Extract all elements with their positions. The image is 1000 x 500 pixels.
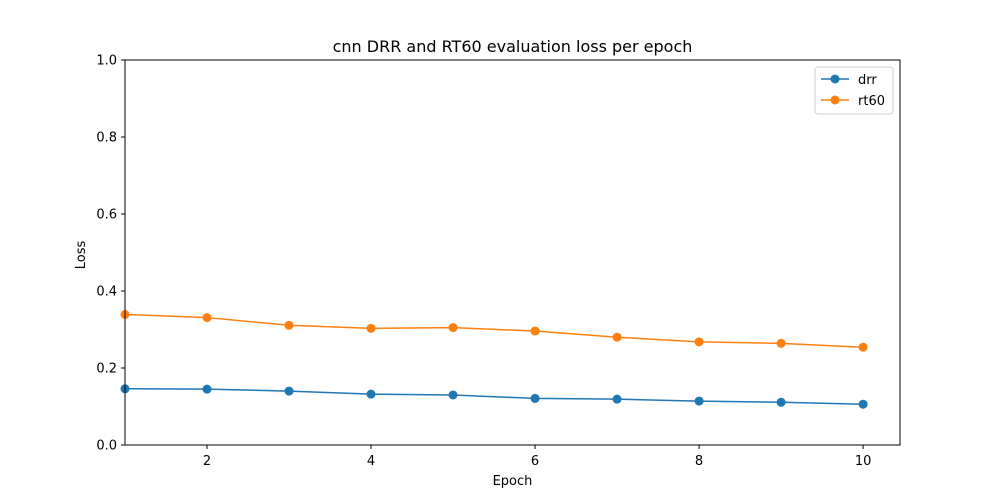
point-drr-8 [694,396,704,406]
point-rt60-4 [366,323,376,333]
plot-frame [124,59,901,446]
point-rt60-6 [530,326,540,336]
y-tick-label-2: 0.4 [96,285,117,300]
y-tick-label-0: 0.0 [96,439,117,454]
x-tick-label-6: 6 [531,454,539,469]
point-drr-10 [858,399,868,409]
legend-marker-rt60 [830,95,840,105]
point-drr-4 [366,389,376,399]
x-tick-label-4: 4 [367,454,375,469]
point-rt60-2 [202,313,212,323]
point-rt60-7 [612,332,622,342]
y-tick-label-4: 0.8 [96,131,117,146]
plot-area [125,60,900,445]
point-drr-5 [448,390,458,400]
series-line-rt60 [124,313,864,348]
y-axis-label: Loss [74,241,89,270]
point-drr-7 [612,394,622,404]
legend-label-rt60: rt60 [858,94,885,109]
x-tick-label-10: 10 [855,454,872,469]
y-tick-label-3: 0.6 [96,208,117,223]
point-rt60-5 [448,323,458,333]
y-axis: 0.0 0.2 0.4 0.6 0.8 1.0 [96,54,125,454]
x-tick-label-8: 8 [695,454,703,469]
series-layer [120,309,868,409]
legend-label-drr: drr [858,73,877,88]
x-tick-label-2: 2 [203,454,211,469]
point-drr-6 [530,393,540,403]
legend-marker-drr [830,74,840,84]
series-line-drr [124,388,864,405]
point-drr-9 [776,397,786,407]
point-drr-3 [284,386,294,396]
point-rt60-8 [694,337,704,347]
point-rt60-3 [284,320,294,330]
chart-title: cnn DRR and RT60 evaluation loss per epo… [333,37,693,56]
y-tick-label-5: 1.0 [96,54,117,69]
x-axis-label: Epoch [493,474,533,489]
y-tick-label-1: 0.2 [96,362,117,377]
point-rt60-9 [776,338,786,348]
point-drr-2 [202,384,212,394]
legend: drr rt60 [814,66,894,115]
point-rt60-10 [858,342,868,352]
x-axis: 2 4 6 8 10 [203,445,871,469]
